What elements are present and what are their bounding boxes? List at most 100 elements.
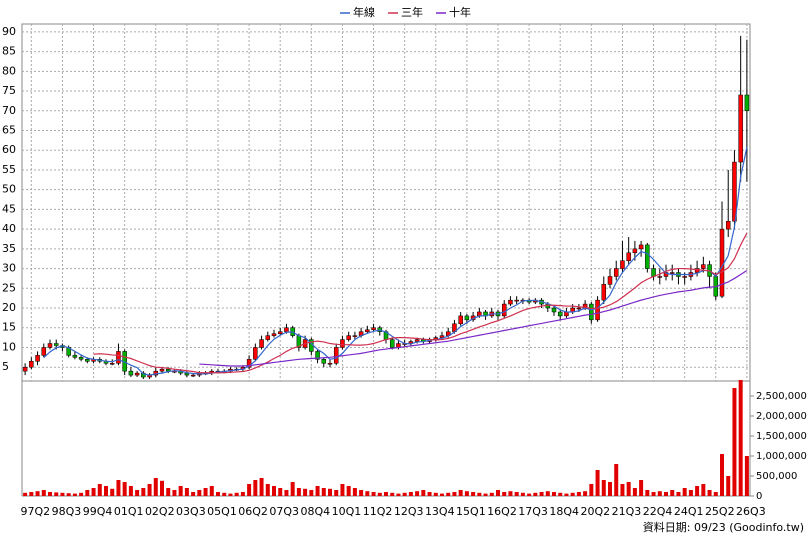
volume-bar (384, 492, 388, 496)
candle-body (645, 244, 650, 269)
x-tick-label: 16Q2 (487, 505, 517, 518)
volume-bar (328, 488, 332, 496)
volume-bar (35, 491, 40, 496)
y-tick-label: 25 (2, 281, 16, 294)
candle-body (321, 359, 327, 364)
candle-body (694, 268, 700, 273)
x-tick-label: 06Q2 (238, 505, 268, 518)
candle-body (346, 335, 351, 340)
volume-bar (216, 492, 220, 496)
volume-bar (726, 476, 731, 496)
y-tick-label: 65 (2, 124, 16, 137)
legend-label: 十年 (449, 5, 471, 19)
volume-bar (657, 491, 662, 496)
candle-body (352, 335, 358, 337)
candle-body (277, 331, 283, 334)
volume-bar (359, 490, 364, 496)
x-tick-label: 17Q3 (518, 505, 548, 518)
candle-body (340, 339, 345, 348)
volume-bar (508, 491, 513, 496)
moving-average-line (93, 232, 748, 374)
volume-bar (290, 482, 295, 496)
x-tick-label: 25Q2 (705, 505, 735, 518)
candle-body (53, 343, 59, 346)
candle-body (732, 161, 737, 222)
volume-bar (664, 492, 668, 496)
volume-bar (72, 493, 77, 496)
x-tick-label: 20Q2 (581, 505, 611, 518)
y-tick-label: 35 (2, 242, 16, 255)
volume-bar (421, 490, 426, 496)
y2-tick-label: 1,500,000 (756, 431, 807, 442)
volume-bar (153, 478, 158, 496)
x-tick-label: 15Q1 (456, 505, 486, 518)
volume-bar (203, 488, 208, 496)
candle-body (333, 347, 339, 364)
candle-body (109, 362, 115, 365)
y2-tick-label: 2,500,000 (756, 391, 807, 402)
candle-body (576, 307, 582, 310)
volume-bar (415, 491, 420, 496)
y-tick-label: 85 (2, 45, 16, 58)
volume-bar (85, 490, 90, 496)
candle-body (613, 268, 619, 277)
volume-bar (533, 492, 538, 496)
candle-body (508, 299, 513, 305)
candle-body (464, 315, 470, 321)
volume-bar (433, 492, 438, 496)
volume-bar (608, 482, 612, 496)
volume-bar (60, 492, 65, 496)
y-tick-label: 20 (2, 301, 16, 314)
volume-bar (253, 480, 258, 496)
volume-bar (552, 492, 556, 496)
candle-body (371, 327, 376, 330)
moving-average-line (199, 270, 748, 367)
volume-bar (539, 492, 544, 496)
x-tick-label: 97Q2 (21, 505, 51, 518)
volume-bar (110, 488, 115, 496)
volume-bar (688, 490, 693, 496)
volume-bar (713, 492, 718, 496)
x-tick-label: 18Q4 (549, 505, 579, 518)
volume-bar (272, 486, 276, 496)
candle-body (315, 351, 320, 360)
candle-body (439, 335, 445, 338)
volume-bar (41, 490, 46, 496)
volume-bar (160, 480, 164, 496)
y-tick-label: 40 (2, 222, 16, 235)
y2-tick-label: 0 (756, 491, 762, 502)
y-tick-label: 80 (2, 64, 16, 77)
candle-body (607, 276, 613, 285)
candle-body (72, 355, 78, 358)
y-tick-label: 45 (2, 202, 16, 215)
volume-bar (396, 493, 401, 496)
volume-bar (732, 388, 737, 496)
volume-bar (626, 482, 631, 496)
volume-bar (738, 380, 743, 496)
volume-bar (191, 492, 196, 496)
x-tick-label: 26Q3 (736, 505, 766, 518)
volume-bar (595, 470, 600, 496)
volume-bar (390, 492, 395, 496)
y-tick-label: 10 (2, 340, 16, 353)
candle-body (35, 355, 40, 362)
candle-body (651, 268, 656, 277)
volume-bar (116, 480, 121, 496)
candle-body (116, 351, 121, 364)
candle-body (725, 220, 731, 230)
candle-body (414, 339, 420, 342)
volume-bar (614, 464, 619, 496)
legend-label: 年線 (353, 5, 375, 19)
volume-bar (483, 493, 488, 496)
volume-bar (520, 492, 525, 496)
volume-bar (695, 486, 700, 496)
candle-body (514, 299, 519, 302)
volume-bar (172, 490, 177, 496)
volume-bar (477, 492, 482, 496)
candle-body (557, 311, 563, 317)
x-tick-label: 11Q2 (363, 505, 393, 518)
volume-bar (29, 492, 34, 496)
candle-body (701, 264, 706, 269)
volume-bar (97, 484, 102, 496)
